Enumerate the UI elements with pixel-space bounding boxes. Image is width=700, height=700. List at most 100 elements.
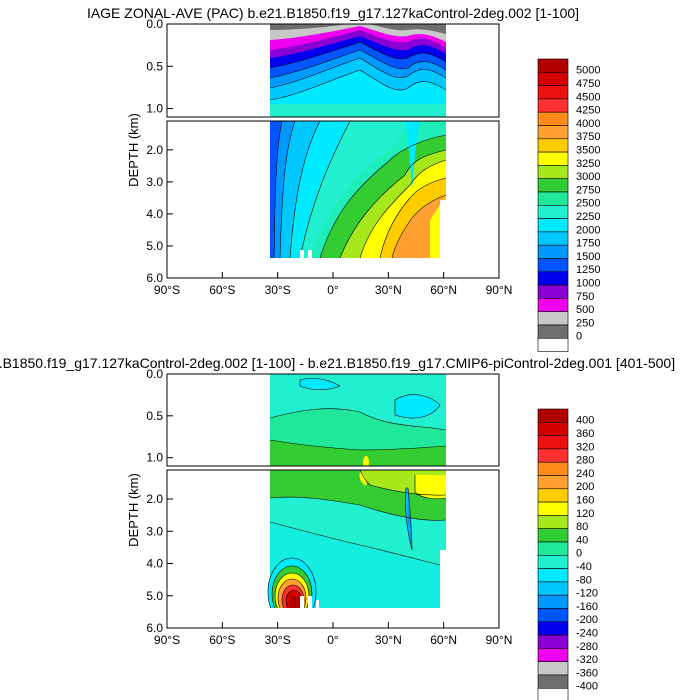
y-tick-label: 0.5 xyxy=(146,59,163,73)
colorbar-label: 2250 xyxy=(576,211,600,223)
colorbar-label: -80 xyxy=(576,574,592,586)
colorbar-label: 80 xyxy=(576,521,588,533)
colorbar-label: 250 xyxy=(576,317,594,329)
colorbar-label: 3000 xyxy=(576,171,600,183)
colorbar-swatch xyxy=(537,324,569,339)
colorbar-label: 4250 xyxy=(576,105,600,117)
colorbar-label: -120 xyxy=(576,588,598,600)
panel-1-lower-field xyxy=(167,121,499,278)
colorbar-swatch xyxy=(537,554,569,569)
colorbar-label: 360 xyxy=(576,428,594,440)
colorbar-label: -360 xyxy=(576,667,598,679)
colorbar-swatch xyxy=(537,541,569,556)
colorbar-swatch xyxy=(537,165,569,179)
colorbar-label: -160 xyxy=(576,601,598,613)
colorbar-label: 320 xyxy=(576,441,594,453)
panel-1-upper-field xyxy=(269,24,499,117)
colorbar-swatch xyxy=(537,448,569,463)
panel-1-upper-frame xyxy=(166,23,500,118)
y-tick-label: 6.0 xyxy=(146,271,163,285)
x-tick-label: 30°S xyxy=(265,283,291,297)
colorbar-swatch xyxy=(537,475,569,490)
colorbar-label: 400 xyxy=(576,415,594,427)
colorbar-swatch xyxy=(537,621,569,636)
colorbar-swatch xyxy=(537,125,569,140)
x-tick-label: 60°N xyxy=(430,283,457,297)
colorbar-label: 2500 xyxy=(576,198,600,210)
colorbar-label: -200 xyxy=(576,614,598,626)
panel-1-ylabel: DEPTH (km) xyxy=(126,113,141,187)
colorbar-label: 1000 xyxy=(576,277,600,289)
colorbar-swatch xyxy=(537,231,569,246)
colorbar-swatch xyxy=(537,634,569,649)
colorbar-swatch xyxy=(537,218,569,233)
colorbar-swatch xyxy=(537,408,569,423)
colorbar-label: -40 xyxy=(576,561,592,573)
y-tick-label: 2.0 xyxy=(146,492,163,506)
x-tick-label: 30°N xyxy=(375,283,402,297)
colorbar-swatch xyxy=(537,337,569,352)
colorbar-swatch xyxy=(537,258,569,273)
colorbar-swatch xyxy=(537,58,569,73)
colorbar-swatch xyxy=(537,608,569,623)
colorbar-swatch xyxy=(537,178,569,193)
colorbar-swatch xyxy=(537,435,569,450)
colorbar-swatch xyxy=(537,515,569,530)
colorbar-swatch xyxy=(537,594,569,609)
colorbar-label: 240 xyxy=(576,468,594,480)
colorbar-swatch xyxy=(537,581,569,596)
colorbar-label: 0 xyxy=(576,331,582,343)
colorbar-label: 5000 xyxy=(576,65,600,77)
colorbar-swatch xyxy=(537,151,569,166)
colorbar-label: 500 xyxy=(576,304,594,316)
colorbar-swatch xyxy=(537,501,569,516)
colorbar-swatch xyxy=(537,244,569,259)
colorbar-swatch xyxy=(537,661,569,676)
colorbar-swatch xyxy=(537,205,569,219)
colorbar-swatch xyxy=(537,568,569,583)
colorbar-swatch xyxy=(537,528,569,543)
colorbar-swatch xyxy=(537,488,569,503)
colorbar-label: 120 xyxy=(576,508,594,520)
panel-2-upper-frame xyxy=(166,373,500,467)
y-tick-label: 3.0 xyxy=(146,175,163,189)
panel-1: IAGE ZONAL-AVE (PAC) b.e21.B1850.f19_g17… xyxy=(87,5,600,352)
colorbar-swatch xyxy=(537,191,569,206)
panel-1-title: IAGE ZONAL-AVE (PAC) b.e21.B1850.f19_g17… xyxy=(87,5,579,21)
panel-2: 1.B1850.f19_g17.127kaControl-2deg.002 [1… xyxy=(0,355,675,700)
panel-2-upper-field xyxy=(269,374,499,466)
panel-1-colorbar: 5000475045004250400037503500325030002750… xyxy=(537,58,600,352)
x-tick-label: 60°S xyxy=(209,633,235,647)
colorbar-swatch xyxy=(537,284,569,299)
colorbar-label: 1500 xyxy=(576,251,600,263)
panel-2-lower-field xyxy=(167,470,499,628)
x-tick-label: 90°S xyxy=(154,283,180,297)
y-tick-label: 4.0 xyxy=(146,207,163,221)
colorbar-swatch xyxy=(537,85,569,100)
colorbar-label: 280 xyxy=(576,455,594,467)
colorbar-swatch xyxy=(537,271,569,286)
colorbar-swatch xyxy=(537,461,569,476)
panel-2-axes: 90°S 60°S 30°S 0° 30°N 60°N 90°N 0.0 0.5 1.0 2.0 3.… xyxy=(146,367,512,647)
colorbar-label: 1750 xyxy=(576,238,600,250)
colorbar-swatch xyxy=(537,72,569,86)
x-tick-label: 90°S xyxy=(154,633,180,647)
colorbar-label: 1250 xyxy=(576,264,600,276)
x-tick-label: 0° xyxy=(327,633,339,647)
y-tick-label: 5.0 xyxy=(146,589,163,603)
colorbar-swatch xyxy=(537,674,569,689)
colorbar-label: 2000 xyxy=(576,224,600,236)
colorbar-swatch xyxy=(537,687,569,700)
y-tick-label: 4.0 xyxy=(146,557,163,571)
x-tick-label: 90°N xyxy=(486,633,513,647)
y-tick-label: 2.0 xyxy=(146,143,163,157)
panel-2-title: 1.B1850.f19_g17.127kaControl-2deg.002 [1… xyxy=(0,355,675,371)
colorbar-label: 750 xyxy=(576,291,594,303)
panel-1-axes: 90°S 60°S 30°S 0° 30°N 60°N 90°N 0.0 0.5 1.0 2.0 3.… xyxy=(146,17,512,297)
y-tick-label: 3.0 xyxy=(146,524,163,538)
colorbar-swatch xyxy=(537,421,569,436)
colorbar-label: -400 xyxy=(576,681,598,693)
colorbar-label: -320 xyxy=(576,654,598,666)
colorbar-label: 2750 xyxy=(576,184,600,196)
